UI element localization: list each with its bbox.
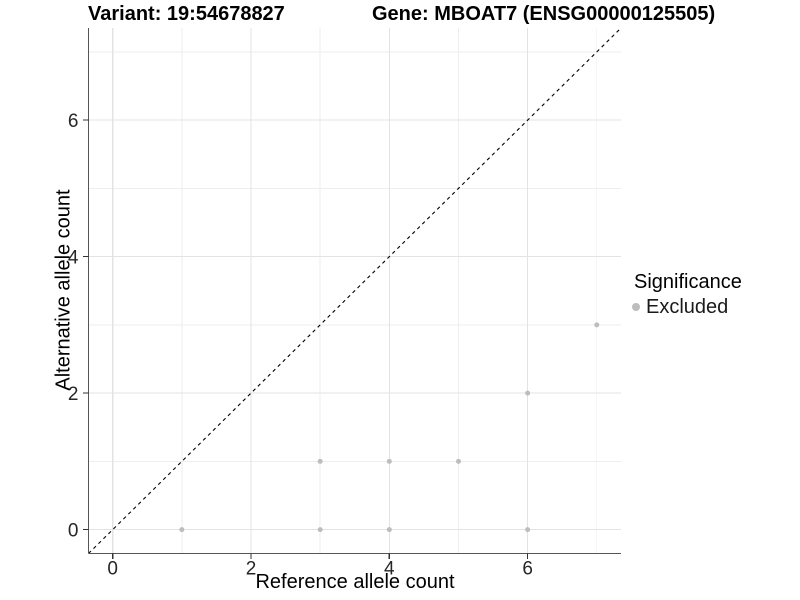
data-point <box>525 527 531 533</box>
x-axis-title: Reference allele count <box>255 571 455 593</box>
legend-item: Excluded <box>632 294 742 320</box>
data-point <box>317 458 323 464</box>
data-point <box>179 527 185 533</box>
legend: Significance Excluded <box>632 270 742 320</box>
legend-title: Significance <box>634 271 742 293</box>
identity-dashed-line <box>88 27 622 554</box>
y-tick-label: 6 <box>68 111 79 132</box>
y-tick-label: 4 <box>68 248 79 269</box>
data-point <box>386 458 392 464</box>
legend-item-label: Excluded <box>646 295 729 318</box>
data-point <box>525 390 531 396</box>
x-tick-label: 6 <box>522 559 533 580</box>
variant-title: Variant: 19:54678827 <box>88 3 285 25</box>
data-point <box>455 458 461 464</box>
gene-title: Gene: MBOAT7 (ENSG00000125505) <box>372 3 716 25</box>
x-tick-label: 2 <box>246 559 257 580</box>
data-point <box>317 527 323 533</box>
x-tick-label: 4 <box>384 559 395 580</box>
legend-point-icon <box>632 303 640 311</box>
y-tick-label: 2 <box>68 384 79 405</box>
data-point <box>594 322 600 328</box>
y-tick-label: 0 <box>68 521 79 542</box>
x-tick-label: 0 <box>107 559 118 580</box>
data-point <box>386 527 392 533</box>
y-axis-title: Alternative allele count <box>52 189 75 391</box>
